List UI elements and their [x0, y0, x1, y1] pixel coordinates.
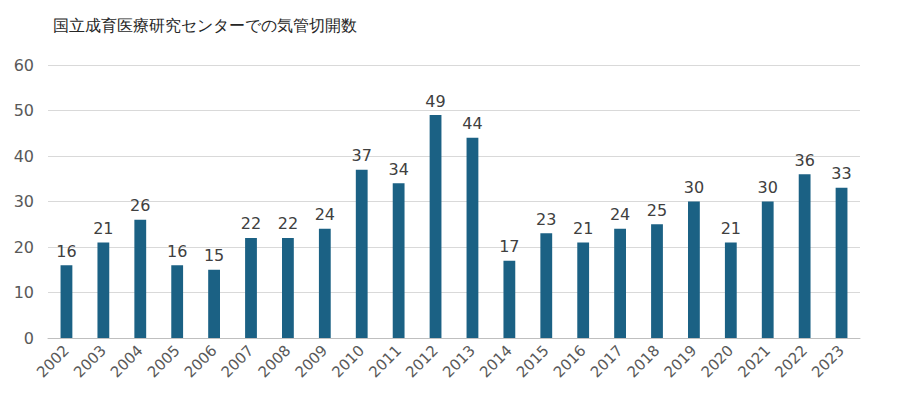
svg-text:21: 21 [93, 219, 113, 238]
svg-text:25: 25 [647, 201, 667, 220]
svg-text:50: 50 [14, 101, 34, 120]
svg-text:26: 26 [130, 196, 150, 215]
svg-text:16: 16 [167, 242, 187, 261]
svg-text:2019: 2019 [661, 342, 701, 382]
svg-text:44: 44 [462, 114, 482, 133]
svg-text:24: 24 [315, 205, 335, 224]
svg-text:2002: 2002 [33, 342, 73, 382]
svg-text:17: 17 [499, 237, 519, 256]
svg-text:2008: 2008 [255, 342, 295, 382]
svg-text:2014: 2014 [476, 342, 516, 382]
svg-text:60: 60 [14, 56, 34, 75]
svg-text:30: 30 [758, 178, 778, 197]
svg-text:23: 23 [536, 210, 556, 229]
svg-text:22: 22 [241, 214, 261, 233]
svg-text:30: 30 [684, 178, 704, 197]
svg-text:10: 10 [14, 283, 34, 302]
svg-text:2012: 2012 [402, 342, 442, 382]
svg-text:33: 33 [831, 164, 851, 183]
svg-text:2015: 2015 [513, 342, 553, 382]
svg-text:2023: 2023 [808, 342, 848, 382]
svg-text:49: 49 [425, 92, 445, 111]
svg-text:21: 21 [721, 219, 741, 238]
svg-text:2003: 2003 [70, 342, 110, 382]
svg-text:2004: 2004 [107, 342, 147, 382]
svg-text:20: 20 [14, 238, 34, 257]
svg-text:2020: 2020 [697, 342, 737, 382]
svg-text:2022: 2022 [771, 342, 811, 382]
svg-text:22: 22 [278, 214, 298, 233]
svg-text:2007: 2007 [218, 342, 258, 382]
svg-text:36: 36 [794, 151, 814, 170]
svg-text:国立成育医療研究センターでの気管切開数: 国立成育医療研究センターでの気管切開数 [53, 16, 357, 35]
svg-text:2009: 2009 [291, 342, 331, 382]
svg-text:2017: 2017 [587, 342, 627, 382]
svg-text:40: 40 [14, 147, 34, 166]
svg-text:37: 37 [352, 146, 372, 165]
svg-text:21: 21 [573, 219, 593, 238]
svg-text:2010: 2010 [328, 342, 368, 382]
svg-text:34: 34 [388, 160, 408, 179]
svg-text:2006: 2006 [181, 342, 221, 382]
svg-text:2016: 2016 [550, 342, 590, 382]
svg-text:24: 24 [610, 205, 630, 224]
svg-text:2021: 2021 [734, 342, 774, 382]
svg-text:2005: 2005 [144, 342, 184, 382]
svg-text:16: 16 [56, 242, 76, 261]
svg-text:2011: 2011 [365, 342, 405, 382]
svg-text:2018: 2018 [624, 342, 664, 382]
svg-text:30: 30 [14, 192, 34, 211]
svg-text:15: 15 [204, 246, 224, 265]
svg-text:2013: 2013 [439, 342, 479, 382]
svg-text:0: 0 [24, 329, 34, 348]
